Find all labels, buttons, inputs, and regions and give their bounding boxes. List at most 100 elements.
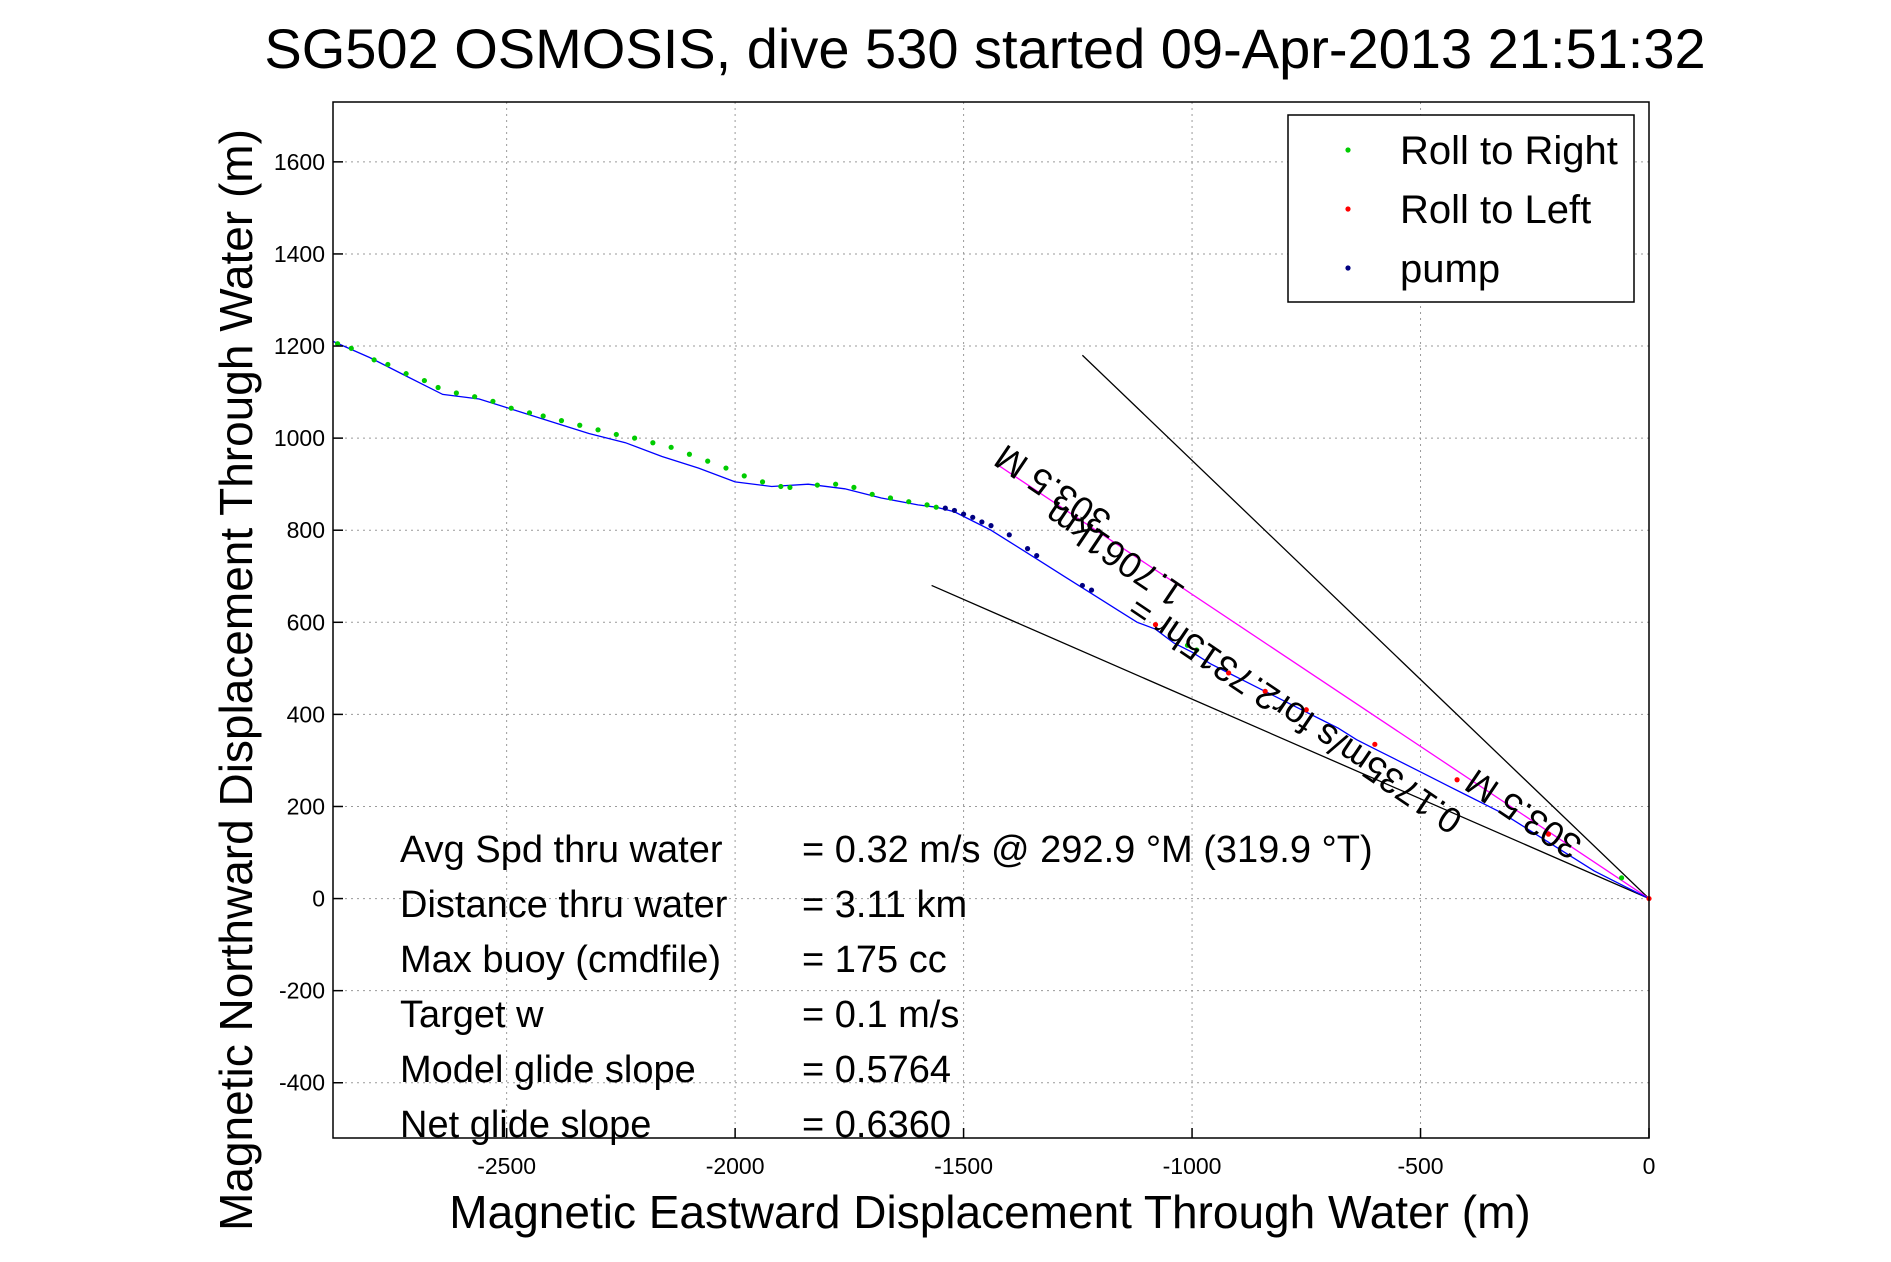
y-tick-label: 600: [287, 609, 325, 635]
heading-line: [995, 462, 1650, 900]
roll-to-right-point: [526, 410, 533, 416]
y-tick-label: -200: [279, 978, 325, 1004]
envelope-line: [931, 584, 1650, 900]
roll-to-left-point: [1152, 622, 1159, 628]
legend: Roll to Right Roll to Left pump: [1287, 114, 1635, 303]
roll-to-right-point: [1194, 647, 1200, 653]
stats-label: Distance thru water: [400, 884, 728, 926]
roll-to-left-point: [1454, 777, 1460, 783]
stats-label: Target w: [400, 994, 544, 1036]
roll-to-right-point: [631, 435, 638, 441]
x-tick-label: -1000: [1163, 1153, 1222, 1179]
roll-to-right-point: [540, 413, 546, 419]
roll-to-right-point: [741, 473, 747, 479]
stats-label: Avg Spd thru water: [400, 829, 723, 871]
roll-to-right-point: [906, 499, 912, 505]
legend-marker: [1345, 206, 1351, 212]
stats-block: Avg Spd thru water = 0.32 m/s @ 292.9 °M …: [400, 829, 1373, 1146]
stats-label: Max buoy (cmdfile): [400, 939, 721, 981]
x-tick-label: -2500: [477, 1153, 536, 1179]
x-tick-label: -1500: [934, 1153, 993, 1179]
legend-entry: Roll to Right: [1400, 129, 1618, 173]
stats-value: = 0.6360: [802, 1104, 951, 1146]
roll-to-right-point: [778, 483, 784, 490]
y-tick-label: -400: [279, 1070, 325, 1096]
envelope-lines: [931, 354, 1650, 900]
axis-ticks: -2500 -2000 -1500 -1000 -500 0-400-2000200400…: [274, 149, 1656, 1179]
y-tick-label: 1400: [274, 241, 325, 267]
pump-point: [1079, 582, 1085, 589]
stats-value: = 0.1 m/s: [802, 994, 959, 1036]
track-line: [332, 340, 1650, 900]
roll-to-right-point: [924, 502, 930, 508]
roll-to-right-point: [1618, 875, 1625, 881]
roll-to-right-point: [759, 479, 766, 485]
roll-to-right-point: [887, 495, 894, 501]
roll-to-right-point: [453, 390, 459, 396]
roll-to-left-point: [1226, 670, 1232, 676]
roll-to-left-point: [1262, 688, 1268, 694]
pump-point: [1088, 587, 1095, 593]
roll-to-right-point: [933, 504, 939, 510]
roll-to-right-point: [435, 384, 441, 391]
roll-to-right-point: [403, 371, 409, 377]
pump-point: [988, 523, 994, 529]
roll-to-right-point: [421, 377, 427, 384]
x-tick-label: -2000: [706, 1153, 765, 1179]
pump-point: [1034, 552, 1040, 559]
roll-to-left-point: [1545, 831, 1552, 837]
roll-to-right-point: [705, 458, 711, 464]
stats-label: Model glide slope: [400, 1049, 696, 1091]
roll-to-right-point: [686, 451, 693, 457]
y-tick-label: 1000: [274, 425, 325, 451]
y-tick-label: 200: [287, 793, 325, 819]
legend-entry: Roll to Left: [1400, 188, 1591, 232]
plot-frame: [332, 101, 1650, 1139]
y-tick-label: 400: [287, 701, 325, 727]
y-tick-label: 800: [287, 517, 325, 543]
legend-marker: [1345, 265, 1351, 271]
pump-point: [1024, 546, 1031, 552]
stats-value: = 3.11 km: [802, 884, 967, 926]
pump-point: [979, 519, 985, 525]
track-path: [332, 340, 1650, 900]
roll-to-right-point: [472, 394, 478, 400]
roll-to-right-point: [595, 427, 601, 433]
data-points: [334, 341, 1652, 902]
legend-marker: [1345, 147, 1351, 153]
stats-value: = 0.32 m/s @ 292.9 °M (319.9 °T): [802, 829, 1373, 871]
envelope-line: [1081, 354, 1650, 900]
roll-to-right-point: [723, 465, 729, 471]
roll-to-right-point: [558, 418, 565, 424]
roll-to-right-point: [650, 440, 656, 446]
stats-value: = 175 cc: [802, 939, 947, 981]
roll-to-right-point: [1184, 642, 1191, 648]
y-axis-label: Magnetic Northward Displacement Through …: [210, 129, 262, 1231]
stats-value: = 0.5764: [802, 1049, 951, 1091]
roll-to-right-point: [385, 361, 391, 368]
roll-to-right-point: [348, 345, 354, 351]
roll-to-right-point: [334, 341, 341, 347]
roll-to-right-point: [668, 444, 674, 450]
roll-to-right-point: [833, 481, 839, 487]
x-tick-label: 0: [1643, 1153, 1656, 1179]
y-tick-label: 1600: [274, 149, 325, 175]
y-tick-label: 0: [312, 886, 325, 912]
chart-title: SG502 OSMOSIS, dive 530 started 09-Apr-2…: [264, 17, 1705, 80]
legend-entry: pump: [1400, 247, 1500, 291]
annotation-label: 0.1735m/s for2.7315hr =: [1120, 589, 1469, 843]
roll-to-right-point: [869, 491, 875, 497]
roll-to-right-point: [490, 398, 496, 404]
y-tick-label: 1200: [274, 333, 325, 359]
roll-to-left-point: [1303, 707, 1309, 713]
roll-to-right-point: [787, 484, 793, 490]
roll-to-right-point: [371, 357, 377, 363]
roll-to-right-point: [508, 405, 514, 411]
pump-point: [951, 507, 958, 514]
pump-point: [1006, 532, 1012, 538]
x-tick-label: -500: [1398, 1153, 1444, 1179]
x-axis-label: Magnetic Eastward Displacement Through W…: [449, 1186, 1530, 1238]
heading-segment: [995, 462, 1650, 900]
